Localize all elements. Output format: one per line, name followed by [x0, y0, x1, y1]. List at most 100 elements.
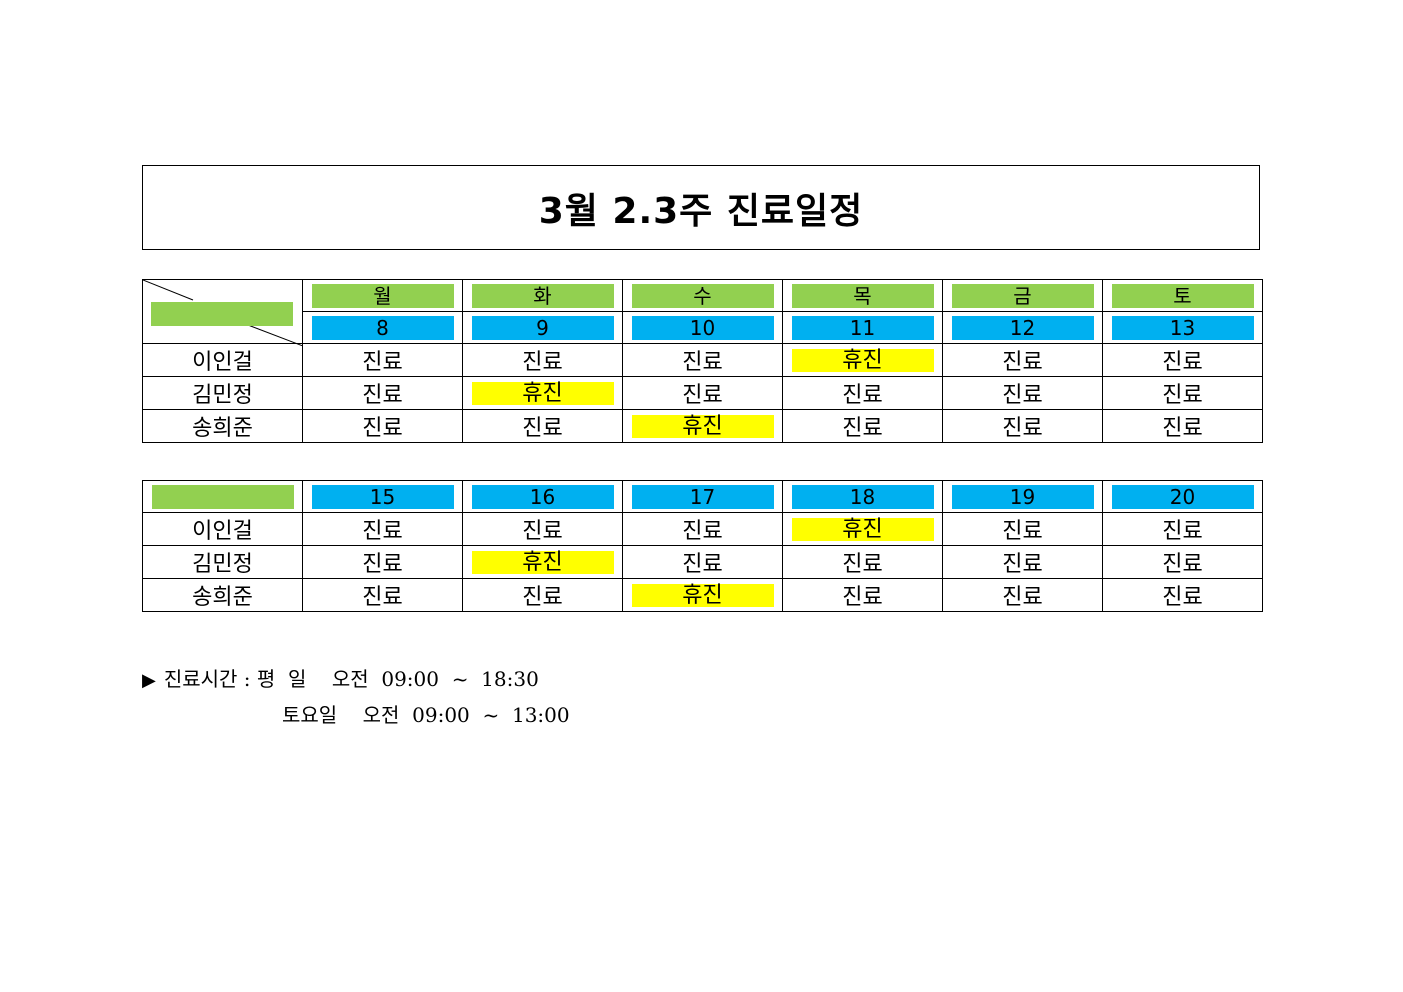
open-status: 진료: [302, 343, 463, 377]
open-status: 진료: [302, 409, 463, 443]
date-header-cell: 10: [622, 311, 783, 344]
date-header-row: 8 9 10 11 12 13: [143, 311, 1263, 344]
day-header-cell: 목: [782, 279, 943, 312]
day-name-label: 월: [311, 283, 454, 308]
open-status: 진료: [782, 409, 943, 443]
date-header-cell: 12: [942, 311, 1103, 344]
schedule-cell: 휴진: [462, 376, 623, 410]
closed-status: 휴진: [631, 583, 774, 607]
doctor-name: 김민정: [142, 545, 303, 579]
date-label: 18: [791, 484, 934, 509]
schedule-cell: 휴진: [782, 343, 943, 377]
doctor-row: 김민정 진료 휴진 진료 진료 진료 진료: [142, 545, 1263, 579]
date-header-cell: 19: [942, 480, 1103, 513]
open-status: 진료: [782, 545, 943, 579]
saturday-hours-text: 토요일 오전 09:00 ~ 13:00: [282, 703, 570, 727]
open-status: 진료: [942, 512, 1103, 546]
open-status: 진료: [782, 376, 943, 410]
doctor-row: 이인걸 진료 진료 진료 휴진 진료 진료: [142, 343, 1263, 377]
open-status: 진료: [302, 578, 463, 612]
day-name-label: 토: [1111, 283, 1254, 308]
doctor-row: 이인걸 진료 진료 진료 휴진 진료 진료: [142, 512, 1263, 546]
doctor-row: 송희준 진료 진료 휴진 진료 진료 진료: [142, 578, 1263, 612]
day-header-cell: 월: [302, 279, 463, 312]
open-status: 진료: [302, 545, 463, 579]
weekday-hours: ▶ 진료시간 : 평 일 오전 09:00 ~ 18:30: [142, 662, 570, 698]
day-name-label: 금: [951, 283, 1094, 308]
date-label: 10: [631, 315, 774, 340]
triangle-right-icon: ▶: [142, 670, 156, 691]
day-name-label: 화: [471, 283, 614, 308]
day-header-cell: 토: [1102, 279, 1263, 312]
date-label: 17: [631, 484, 774, 509]
doctor-row: 김민정 진료 휴진 진료 진료 진료 진료: [142, 376, 1263, 410]
day-name-label: 목: [791, 283, 934, 308]
date-header-cell: 13: [1102, 311, 1263, 344]
closed-status: 휴진: [471, 550, 614, 574]
open-status: 진료: [942, 409, 1103, 443]
open-status: 진료: [302, 512, 463, 546]
date-label: 16: [471, 484, 614, 509]
open-status: 진료: [622, 376, 783, 410]
schedule-cell: 휴진: [782, 512, 943, 546]
open-status: 진료: [462, 512, 623, 546]
day-header-cell: 금: [942, 279, 1103, 312]
open-status: 진료: [1102, 578, 1263, 612]
date-label: 12: [951, 315, 1094, 340]
open-status: 진료: [462, 409, 623, 443]
open-status: 진료: [1102, 545, 1263, 579]
day-header-cell: 수: [622, 279, 783, 312]
open-status: 진료: [942, 545, 1103, 579]
open-status: 진료: [1102, 512, 1263, 546]
date-header-cell: 11: [782, 311, 943, 344]
open-status: 진료: [942, 578, 1103, 612]
clinic-hours-notes: ▶ 진료시간 : 평 일 오전 09:00 ~ 18:30 토요일 오전 09:0…: [142, 662, 570, 732]
date-header-cell: 20: [1102, 480, 1263, 513]
date-header-cell: 8: [302, 311, 463, 344]
corner-cell: [142, 480, 303, 513]
schedule-table-week-2: 15 16 17 18 19 20 이인걸 진료 진료 진료 휴진 진료 진료 김민정 진료 휴진 진료 진료 진료…: [142, 480, 1263, 612]
date-label: 8: [311, 315, 454, 340]
open-status: 진료: [1102, 376, 1263, 410]
open-status: 진료: [622, 343, 783, 377]
diagonal-lines: [143, 280, 303, 346]
day-name-label: 수: [631, 283, 774, 308]
date-label: 11: [791, 315, 934, 340]
doctor-name: 송희준: [142, 409, 303, 443]
weekday-hours-text: 진료시간 : 평 일 오전 09:00 ~ 18:30: [163, 667, 539, 691]
closed-status: 휴진: [471, 381, 614, 405]
corner-cell: [142, 279, 303, 346]
date-header-cell: 17: [622, 480, 783, 513]
closed-status: 휴진: [791, 348, 934, 372]
closed-status: 휴진: [791, 517, 934, 541]
date-header-cell: 9: [462, 311, 623, 344]
open-status: 진료: [942, 343, 1103, 377]
doctor-name: 송희준: [142, 578, 303, 612]
doctor-name: 이인걸: [142, 343, 303, 377]
open-status: 진료: [942, 376, 1103, 410]
open-status: 진료: [302, 376, 463, 410]
date-header-cell: 18: [782, 480, 943, 513]
date-label: 19: [951, 484, 1094, 509]
date-header-row: 15 16 17 18 19 20: [142, 480, 1263, 513]
date-header-cell: 15: [302, 480, 463, 513]
date-label: 13: [1111, 315, 1254, 340]
doctor-name: 김민정: [142, 376, 303, 410]
doctor-name: 이인걸: [142, 512, 303, 546]
closed-status: 휴진: [631, 414, 774, 438]
open-status: 진료: [462, 343, 623, 377]
date-label: 20: [1111, 484, 1254, 509]
schedule-cell: 휴진: [622, 578, 783, 612]
day-header-cell: 화: [462, 279, 623, 312]
open-status: 진료: [1102, 409, 1263, 443]
saturday-hours: 토요일 오전 09:00 ~ 13:00: [142, 698, 570, 732]
open-status: 진료: [622, 512, 783, 546]
date-header-cell: 16: [462, 480, 623, 513]
open-status: 진료: [782, 578, 943, 612]
schedule-cell: 휴진: [462, 545, 623, 579]
schedule-cell: 휴진: [622, 409, 783, 443]
title-box: 3월 2.3주 진료일정: [142, 165, 1260, 250]
schedule-table-week-1: 월 화 수 목 금 토 8 9 10 11 12 13 이인걸 진료 진료 진료 휴진 진료 진료 김민정 진료 휴진 진료…: [142, 279, 1263, 443]
page-title: 3월 2.3주 진료일정: [538, 190, 864, 232]
